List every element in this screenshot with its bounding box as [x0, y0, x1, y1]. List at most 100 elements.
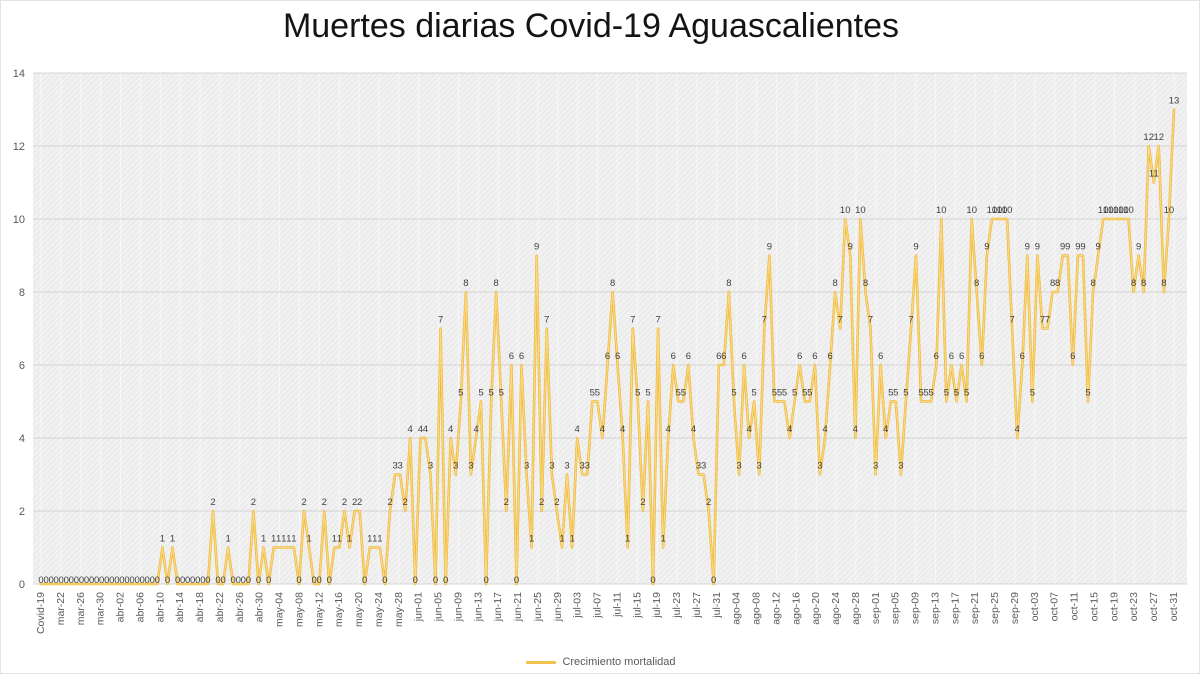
svg-text:5: 5: [807, 388, 812, 399]
svg-text:Covid-19: Covid-19: [35, 592, 47, 634]
svg-text:may-16: may-16: [333, 592, 345, 627]
svg-text:4: 4: [600, 424, 605, 435]
svg-text:0: 0: [48, 575, 53, 586]
svg-text:3: 3: [549, 461, 554, 472]
svg-text:1: 1: [286, 534, 291, 545]
svg-text:10: 10: [1002, 205, 1013, 216]
svg-text:2: 2: [387, 497, 392, 508]
svg-text:2: 2: [19, 506, 25, 518]
y-axis-labels: 0 2 4 6 8 10 12 14: [13, 68, 25, 591]
svg-text:6: 6: [686, 351, 691, 362]
svg-text:5: 5: [802, 388, 807, 399]
series-line: [39, 108, 1176, 586]
legend-label: Crecimiento mortalidad: [562, 656, 676, 668]
svg-text:0: 0: [317, 575, 322, 586]
svg-text:0: 0: [64, 575, 69, 586]
svg-text:0: 0: [327, 575, 332, 586]
svg-text:0: 0: [84, 575, 89, 586]
svg-text:oct-31: oct-31: [1168, 592, 1180, 621]
svg-text:4: 4: [883, 424, 888, 435]
svg-text:3: 3: [392, 461, 397, 472]
svg-text:7: 7: [1045, 315, 1050, 326]
svg-text:0: 0: [514, 575, 519, 586]
svg-text:0: 0: [19, 579, 25, 591]
svg-text:may-24: may-24: [373, 592, 385, 627]
svg-text:5: 5: [1030, 388, 1035, 399]
svg-text:jun-01: jun-01: [413, 592, 425, 622]
svg-text:jul-11: jul-11: [611, 592, 623, 618]
svg-text:5: 5: [944, 388, 949, 399]
svg-text:3: 3: [564, 461, 569, 472]
svg-text:5: 5: [635, 388, 640, 399]
svg-text:5: 5: [681, 388, 686, 399]
svg-text:jun-21: jun-21: [512, 592, 524, 622]
svg-text:4: 4: [787, 424, 792, 435]
svg-text:2: 2: [251, 497, 256, 508]
svg-text:jul-19: jul-19: [651, 592, 663, 619]
svg-text:6: 6: [797, 351, 802, 362]
svg-text:2: 2: [301, 497, 306, 508]
svg-text:1: 1: [660, 534, 665, 545]
svg-text:9: 9: [1060, 242, 1065, 253]
svg-text:0: 0: [43, 575, 48, 586]
svg-text:sep-25: sep-25: [989, 592, 1001, 624]
svg-text:2: 2: [706, 497, 711, 508]
svg-text:9: 9: [767, 242, 772, 253]
svg-text:5: 5: [595, 388, 600, 399]
svg-text:jun-09: jun-09: [452, 592, 464, 622]
svg-text:0: 0: [236, 575, 241, 586]
svg-text:3: 3: [580, 461, 585, 472]
svg-text:10: 10: [987, 205, 998, 216]
svg-text:8: 8: [863, 278, 868, 289]
svg-text:5: 5: [731, 388, 736, 399]
svg-text:sep-21: sep-21: [969, 592, 981, 624]
svg-text:9: 9: [1065, 242, 1070, 253]
svg-text:6: 6: [19, 360, 25, 372]
svg-text:6: 6: [605, 351, 610, 362]
svg-text:7: 7: [630, 315, 635, 326]
svg-text:9: 9: [1025, 242, 1030, 253]
svg-text:4: 4: [448, 424, 453, 435]
svg-text:3: 3: [817, 461, 822, 472]
svg-text:ago-20: ago-20: [810, 592, 822, 625]
svg-text:oct-19: oct-19: [1108, 592, 1120, 621]
svg-text:8: 8: [463, 278, 468, 289]
svg-text:jul-31: jul-31: [711, 592, 723, 619]
svg-text:6: 6: [959, 351, 964, 362]
svg-text:10: 10: [997, 205, 1008, 216]
svg-text:3: 3: [585, 461, 590, 472]
svg-text:1: 1: [569, 534, 574, 545]
svg-text:0: 0: [195, 575, 200, 586]
svg-text:9: 9: [1136, 242, 1141, 253]
svg-text:1: 1: [170, 534, 175, 545]
svg-text:8: 8: [832, 278, 837, 289]
svg-text:0: 0: [114, 575, 119, 586]
svg-text:0: 0: [54, 575, 59, 586]
svg-text:1: 1: [276, 534, 281, 545]
svg-text:0: 0: [74, 575, 79, 586]
legend-line-swatch: [526, 660, 557, 664]
svg-text:7: 7: [1040, 315, 1045, 326]
svg-text:8: 8: [1055, 278, 1060, 289]
svg-text:0: 0: [109, 575, 114, 586]
chart-title: Muertes diarias Covid-19 Aguascalientes: [282, 7, 900, 45]
svg-text:0: 0: [711, 575, 716, 586]
svg-text:0: 0: [246, 575, 251, 586]
svg-text:6: 6: [1020, 351, 1025, 362]
svg-text:0: 0: [311, 575, 316, 586]
svg-text:4: 4: [620, 424, 625, 435]
svg-text:may-04: may-04: [274, 592, 286, 627]
svg-text:4: 4: [423, 424, 428, 435]
svg-text:12: 12: [1143, 132, 1154, 143]
svg-text:2: 2: [554, 497, 559, 508]
svg-text:oct-03: oct-03: [1029, 592, 1041, 621]
svg-text:3: 3: [696, 461, 701, 472]
svg-text:jun-17: jun-17: [492, 592, 504, 622]
svg-text:3: 3: [428, 461, 433, 472]
svg-text:5: 5: [772, 388, 777, 399]
svg-text:4: 4: [691, 424, 696, 435]
svg-text:6: 6: [827, 351, 832, 362]
svg-text:10: 10: [855, 205, 866, 216]
